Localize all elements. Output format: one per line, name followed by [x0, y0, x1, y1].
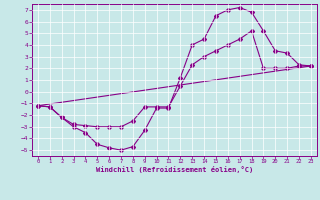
X-axis label: Windchill (Refroidissement éolien,°C): Windchill (Refroidissement éolien,°C)	[96, 166, 253, 173]
